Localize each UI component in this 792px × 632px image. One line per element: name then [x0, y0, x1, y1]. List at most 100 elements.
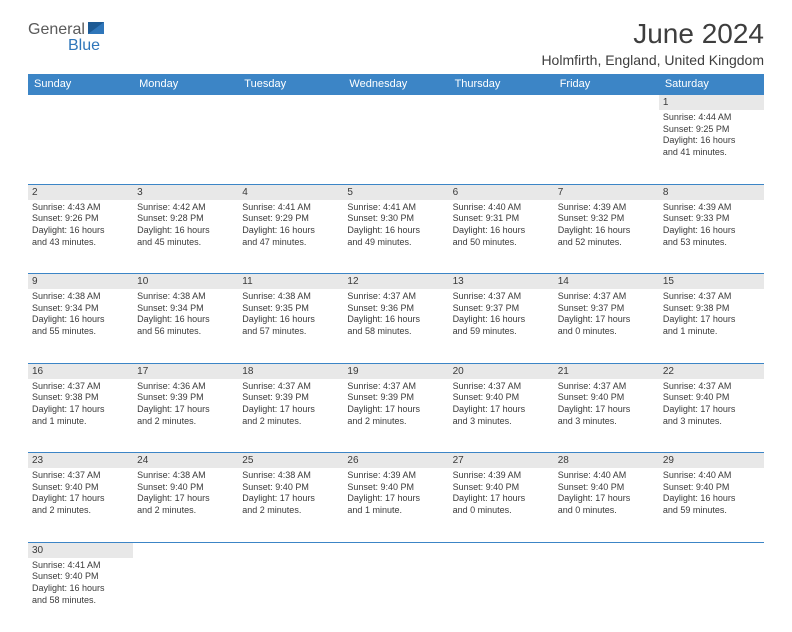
day-sunrise: Sunrise: 4:37 AM	[663, 381, 760, 393]
calendar-table: Sunday Monday Tuesday Wednesday Thursday…	[28, 74, 764, 632]
day-daylight1: Daylight: 17 hours	[558, 493, 655, 505]
day-sunset: Sunset: 9:39 PM	[137, 392, 234, 404]
day-number: 24	[133, 453, 238, 469]
day-sunrise: Sunrise: 4:38 AM	[137, 470, 234, 482]
day-daylight1: Daylight: 17 hours	[558, 314, 655, 326]
day-daylight1: Daylight: 17 hours	[453, 404, 550, 416]
day-sunrise: Sunrise: 4:40 AM	[558, 470, 655, 482]
day-daylight1: Daylight: 16 hours	[453, 225, 550, 237]
day-sunrise: Sunrise: 4:40 AM	[453, 202, 550, 214]
day-daylight2: and 55 minutes.	[32, 326, 129, 338]
day-cell	[659, 558, 764, 632]
day-daylight1: Daylight: 16 hours	[137, 225, 234, 237]
day-content-row: Sunrise: 4:43 AMSunset: 9:26 PMDaylight:…	[28, 200, 764, 274]
day-daylight1: Daylight: 17 hours	[347, 493, 444, 505]
day-number	[554, 95, 659, 111]
day-header: Friday	[554, 74, 659, 95]
day-cell	[554, 558, 659, 632]
day-cell: Sunrise: 4:38 AMSunset: 9:40 PMDaylight:…	[133, 468, 238, 542]
day-daylight2: and 3 minutes.	[453, 416, 550, 428]
day-sunset: Sunset: 9:31 PM	[453, 213, 550, 225]
day-sunrise: Sunrise: 4:38 AM	[242, 470, 339, 482]
logo-text-blue: Blue	[68, 37, 100, 54]
day-sunrise: Sunrise: 4:38 AM	[137, 291, 234, 303]
day-cell: Sunrise: 4:44 AMSunset: 9:25 PMDaylight:…	[659, 110, 764, 184]
day-daylight2: and 58 minutes.	[32, 595, 129, 607]
day-daylight2: and 56 minutes.	[137, 326, 234, 338]
day-sunset: Sunset: 9:40 PM	[32, 571, 129, 583]
day-number: 25	[238, 453, 343, 469]
day-cell: Sunrise: 4:41 AMSunset: 9:29 PMDaylight:…	[238, 200, 343, 274]
day-header: Wednesday	[343, 74, 448, 95]
day-number: 6	[449, 184, 554, 200]
day-number-row: 16171819202122	[28, 363, 764, 379]
day-content-row: Sunrise: 4:38 AMSunset: 9:34 PMDaylight:…	[28, 289, 764, 363]
day-daylight2: and 0 minutes.	[558, 326, 655, 338]
day-number: 8	[659, 184, 764, 200]
day-cell: Sunrise: 4:42 AMSunset: 9:28 PMDaylight:…	[133, 200, 238, 274]
day-sunrise: Sunrise: 4:41 AM	[347, 202, 444, 214]
day-daylight1: Daylight: 16 hours	[242, 314, 339, 326]
day-cell: Sunrise: 4:40 AMSunset: 9:40 PMDaylight:…	[554, 468, 659, 542]
day-cell: Sunrise: 4:38 AMSunset: 9:35 PMDaylight:…	[238, 289, 343, 363]
day-sunrise: Sunrise: 4:41 AM	[32, 560, 129, 572]
day-number	[554, 542, 659, 558]
day-content-row: Sunrise: 4:41 AMSunset: 9:40 PMDaylight:…	[28, 558, 764, 632]
day-number: 13	[449, 274, 554, 290]
calendar-body: 1Sunrise: 4:44 AMSunset: 9:25 PMDaylight…	[28, 95, 764, 632]
day-sunset: Sunset: 9:40 PM	[558, 392, 655, 404]
day-number	[133, 95, 238, 111]
day-sunset: Sunset: 9:38 PM	[663, 303, 760, 315]
day-number	[343, 95, 448, 111]
day-daylight2: and 2 minutes.	[137, 416, 234, 428]
day-number: 20	[449, 363, 554, 379]
day-header: Sunday	[28, 74, 133, 95]
day-cell: Sunrise: 4:37 AMSunset: 9:36 PMDaylight:…	[343, 289, 448, 363]
day-daylight1: Daylight: 16 hours	[137, 314, 234, 326]
day-cell: Sunrise: 4:38 AMSunset: 9:34 PMDaylight:…	[133, 289, 238, 363]
day-number: 3	[133, 184, 238, 200]
day-cell: Sunrise: 4:39 AMSunset: 9:33 PMDaylight:…	[659, 200, 764, 274]
day-daylight2: and 0 minutes.	[558, 505, 655, 517]
day-daylight1: Daylight: 16 hours	[32, 225, 129, 237]
day-sunrise: Sunrise: 4:38 AM	[32, 291, 129, 303]
day-daylight2: and 47 minutes.	[242, 237, 339, 249]
day-number: 11	[238, 274, 343, 290]
day-sunset: Sunset: 9:26 PM	[32, 213, 129, 225]
day-sunrise: Sunrise: 4:38 AM	[242, 291, 339, 303]
logo: General Blue	[28, 18, 128, 59]
day-number: 14	[554, 274, 659, 290]
day-sunset: Sunset: 9:40 PM	[558, 482, 655, 494]
day-number: 12	[343, 274, 448, 290]
day-sunrise: Sunrise: 4:37 AM	[663, 291, 760, 303]
day-cell: Sunrise: 4:40 AMSunset: 9:40 PMDaylight:…	[659, 468, 764, 542]
day-cell	[133, 110, 238, 184]
day-cell: Sunrise: 4:37 AMSunset: 9:38 PMDaylight:…	[659, 289, 764, 363]
day-number: 21	[554, 363, 659, 379]
day-sunrise: Sunrise: 4:37 AM	[32, 470, 129, 482]
day-sunrise: Sunrise: 4:37 AM	[347, 381, 444, 393]
day-daylight2: and 52 minutes.	[558, 237, 655, 249]
day-daylight2: and 1 minute.	[32, 416, 129, 428]
day-number: 23	[28, 453, 133, 469]
day-cell: Sunrise: 4:38 AMSunset: 9:34 PMDaylight:…	[28, 289, 133, 363]
day-number: 26	[343, 453, 448, 469]
day-sunset: Sunset: 9:39 PM	[242, 392, 339, 404]
logo-svg: General Blue	[28, 18, 128, 54]
day-sunset: Sunset: 9:37 PM	[453, 303, 550, 315]
day-number: 30	[28, 542, 133, 558]
day-number: 10	[133, 274, 238, 290]
day-daylight2: and 59 minutes.	[453, 326, 550, 338]
day-cell: Sunrise: 4:39 AMSunset: 9:40 PMDaylight:…	[343, 468, 448, 542]
day-cell: Sunrise: 4:37 AMSunset: 9:40 PMDaylight:…	[449, 379, 554, 453]
day-sunrise: Sunrise: 4:37 AM	[242, 381, 339, 393]
day-sunrise: Sunrise: 4:43 AM	[32, 202, 129, 214]
day-sunrise: Sunrise: 4:37 AM	[558, 381, 655, 393]
day-cell	[449, 558, 554, 632]
day-number-row: 30	[28, 542, 764, 558]
day-daylight2: and 58 minutes.	[347, 326, 444, 338]
day-daylight1: Daylight: 17 hours	[453, 493, 550, 505]
day-daylight1: Daylight: 17 hours	[663, 314, 760, 326]
day-daylight2: and 50 minutes.	[453, 237, 550, 249]
day-number	[449, 95, 554, 111]
